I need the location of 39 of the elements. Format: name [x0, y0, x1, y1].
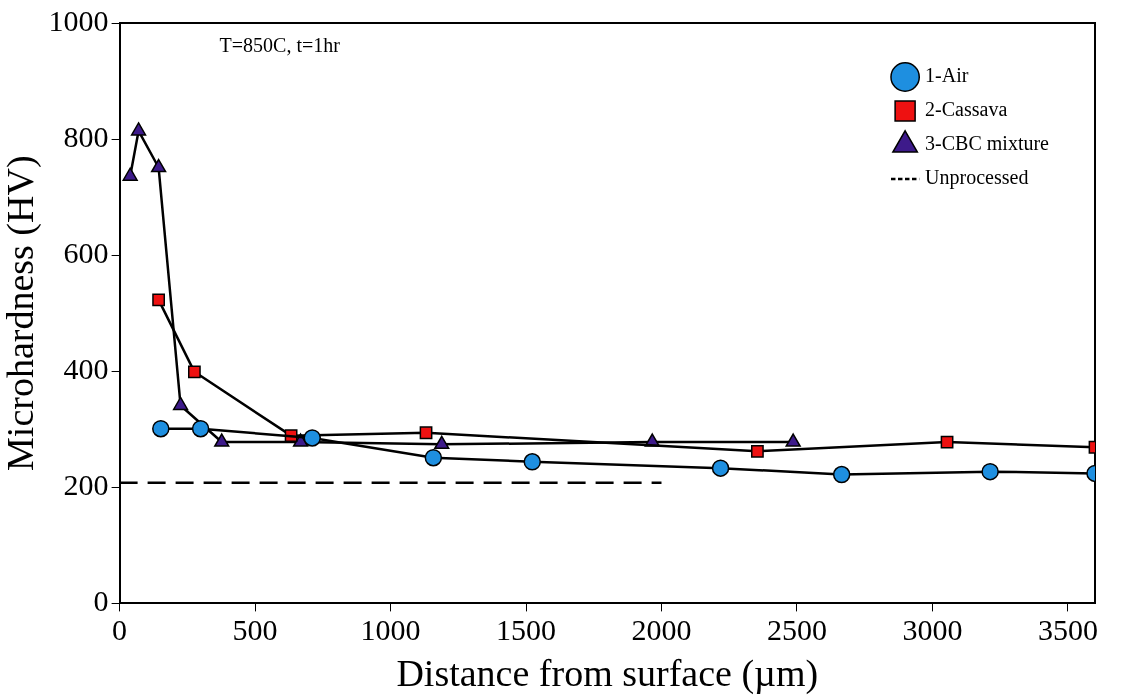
annotation: T=850C, t=1hr	[219, 34, 341, 57]
y-tick-label: 1000	[48, 3, 109, 37]
point	[172, 396, 189, 411]
x-tick-label: 3000	[902, 613, 963, 647]
x-tick-label: 1000	[360, 613, 421, 647]
point	[191, 419, 210, 438]
point	[419, 426, 433, 440]
point	[711, 459, 730, 477]
legend-label: 1-Air	[925, 64, 969, 87]
point	[122, 167, 138, 181]
point	[130, 122, 147, 136]
point	[152, 293, 166, 307]
y-axis-title: Microhardness (HV)	[0, 155, 42, 471]
point	[187, 365, 201, 379]
x-tick-label: 2500	[766, 613, 827, 647]
point	[785, 433, 801, 447]
x-tick-label: 3500	[1037, 613, 1098, 647]
y-tick-label: 600	[63, 236, 109, 270]
legend-label: 3-CBC mixture	[925, 132, 1050, 155]
x-tick-label: 500	[232, 613, 278, 647]
point	[214, 433, 230, 447]
point	[152, 419, 170, 438]
point	[150, 158, 167, 173]
x-tick-label: 2000	[631, 613, 692, 647]
x-axis-title: Distance from surface (µm)	[396, 652, 819, 696]
point	[523, 453, 541, 471]
point	[832, 465, 851, 484]
point	[303, 429, 321, 447]
point	[981, 462, 999, 481]
legend-label: 2-Cassava	[925, 98, 1008, 121]
point	[424, 448, 443, 467]
y-tick-label: 0	[93, 584, 109, 618]
x-tick-label: 1500	[496, 613, 557, 647]
y-tick-label: 800	[63, 119, 109, 153]
y-tick-label: 200	[63, 468, 109, 502]
y-tick-label: 400	[63, 352, 109, 386]
legend-label: Unprocessed	[925, 166, 1029, 190]
point	[751, 444, 764, 458]
point	[434, 435, 450, 450]
